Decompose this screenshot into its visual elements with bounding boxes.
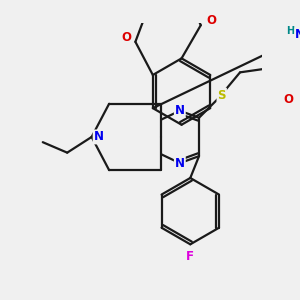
Text: F: F	[186, 250, 194, 263]
Text: N: N	[94, 130, 103, 143]
Text: N: N	[295, 28, 300, 41]
Text: N: N	[175, 104, 185, 117]
Text: O: O	[206, 14, 216, 27]
Text: N: N	[175, 157, 185, 169]
Text: S: S	[218, 88, 226, 101]
Text: H: H	[286, 26, 294, 36]
Text: O: O	[122, 31, 132, 44]
Text: O: O	[283, 93, 293, 106]
